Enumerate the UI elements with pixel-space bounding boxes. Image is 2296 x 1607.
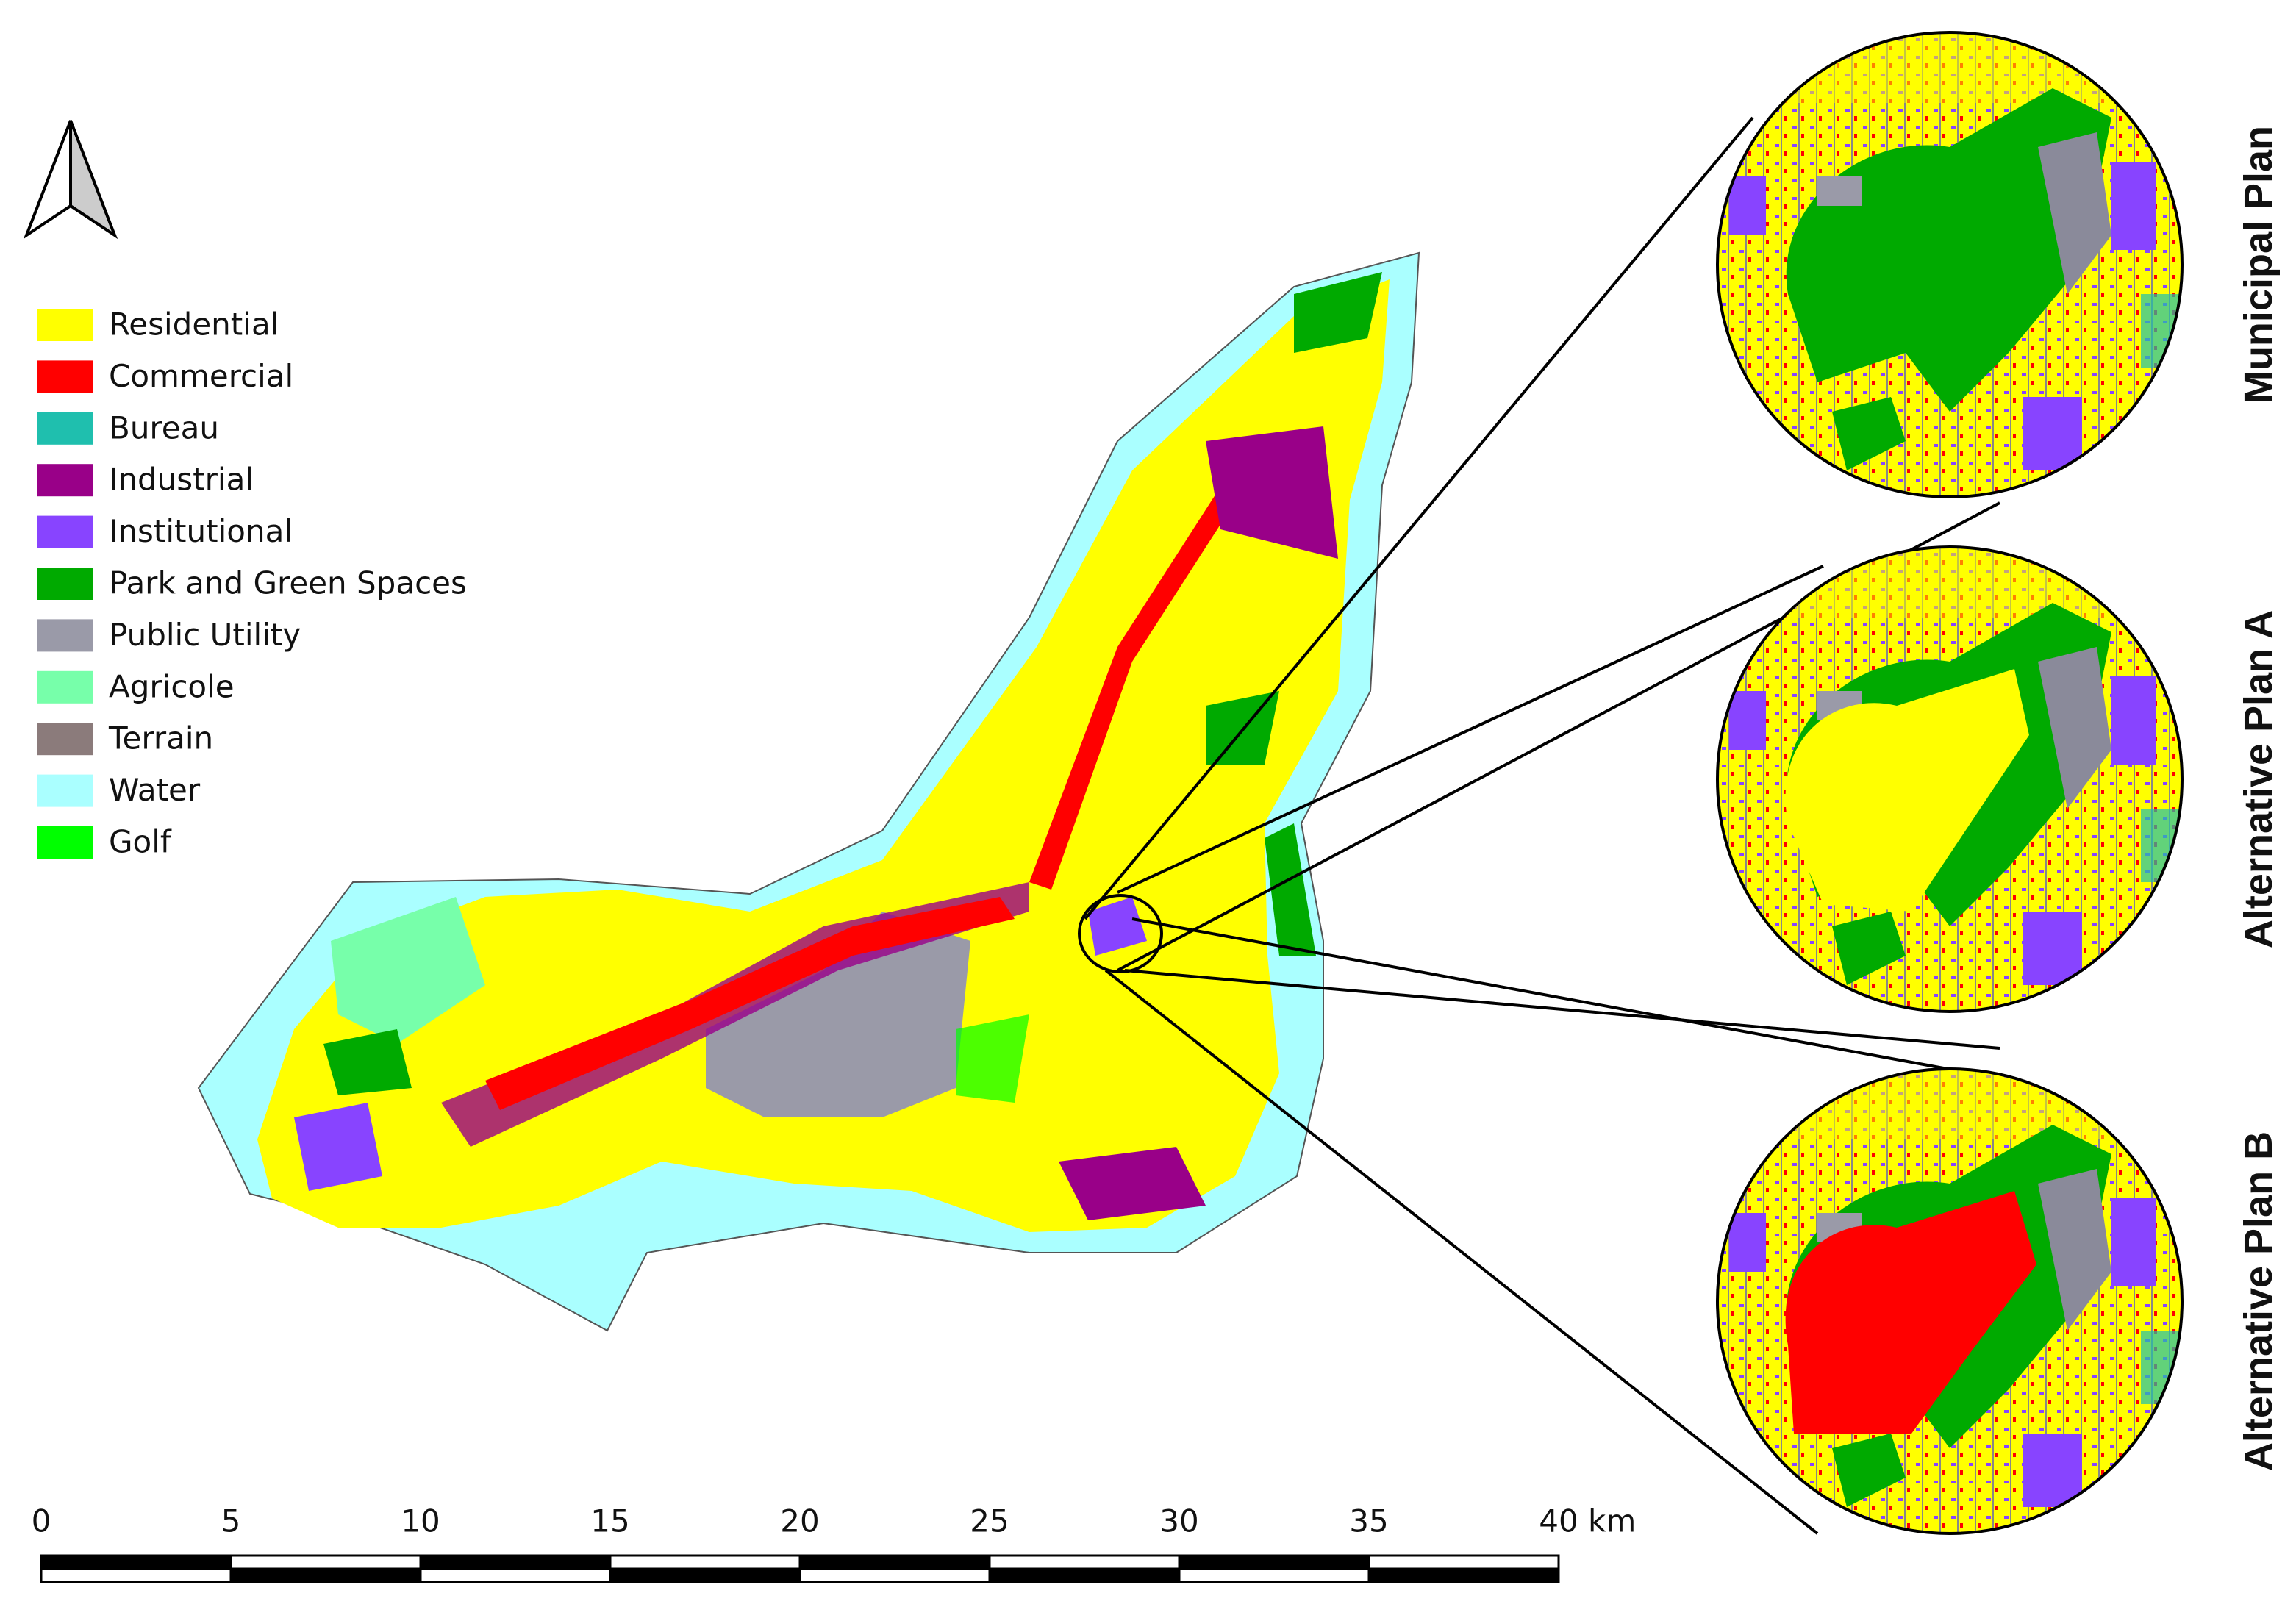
island-map (197, 251, 1420, 1332)
legend-label: Water (109, 772, 201, 808)
scale-label: 0 (32, 1503, 51, 1539)
legend-swatch (37, 464, 93, 497)
inset-label: Alternative Plan B (2236, 1131, 2281, 1471)
scale-label: 30 (1159, 1503, 1198, 1539)
north-arrow (23, 120, 118, 240)
legend-swatch (37, 568, 93, 600)
scale-segment (40, 1567, 232, 1583)
inset-labels: Municipal Plan Alternative Plan A Alternat… (2236, 126, 2281, 1471)
scale-segment (229, 1554, 422, 1570)
inset-plan-b (1717, 1069, 2182, 1533)
legend-swatch (37, 723, 93, 756)
scale-label: 5 (221, 1503, 241, 1539)
legend-label: Commercial (109, 358, 293, 394)
scale-label: 35 (1349, 1503, 1388, 1539)
legend-swatch (37, 309, 93, 341)
scale-label: 40 (1539, 1503, 1578, 1539)
legend-swatch (37, 826, 93, 859)
legend-label: Terrain (108, 720, 213, 756)
scale-segment (609, 1567, 801, 1583)
scale-segment (988, 1554, 1181, 1570)
legend-label: Bureau (109, 409, 219, 445)
scale-segment (419, 1567, 612, 1583)
legend-swatch (37, 360, 93, 393)
inset-label: Municipal Plan (2236, 126, 2281, 404)
scale-label: 15 (590, 1503, 629, 1539)
legend-label: Public Utility (109, 617, 301, 653)
legend-label: Agricole (109, 668, 235, 704)
scale-segment (609, 1554, 801, 1570)
scale-segment (40, 1554, 232, 1570)
legend-label: Residential (109, 307, 279, 343)
legend-label: Golf (109, 824, 172, 860)
scale-segment (798, 1554, 991, 1570)
inset-plan-a (1717, 547, 2182, 1012)
legend-label: Park and Green Spaces (109, 565, 467, 601)
scale-bar: 0 5 10 15 20 25 30 35 40 km (32, 1503, 1636, 1583)
scale-segment (988, 1567, 1181, 1583)
scale-unit: km (1588, 1503, 1636, 1539)
scale-segment (1367, 1554, 1560, 1570)
inset-municipal (1717, 32, 2182, 497)
legend-label: Institutional (109, 513, 293, 549)
scale-segment (1178, 1554, 1370, 1570)
scale-segment (798, 1567, 991, 1583)
legend-swatch (37, 412, 93, 445)
scale-label: 10 (401, 1503, 440, 1539)
scale-segment (1367, 1567, 1560, 1583)
scale-label: 25 (970, 1503, 1009, 1539)
scale-segment (229, 1567, 422, 1583)
legend-swatch (37, 774, 93, 807)
inset-label: Alternative Plan A (2236, 610, 2281, 948)
legend-swatch (37, 515, 93, 548)
scale-label: 20 (780, 1503, 819, 1539)
legend-label: Industrial (109, 462, 254, 498)
legend: Residential Commercial Bureau Industrial Ins… (37, 307, 467, 860)
legend-swatch (37, 619, 93, 652)
scale-segment (1178, 1567, 1370, 1583)
scale-segment (419, 1554, 612, 1570)
legend-swatch (37, 670, 93, 704)
